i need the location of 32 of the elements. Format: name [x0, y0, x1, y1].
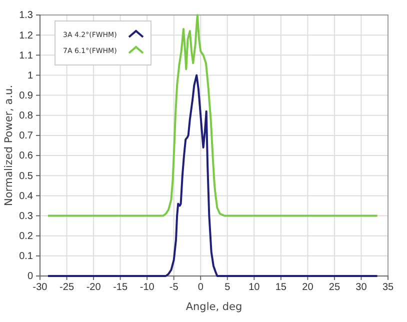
line-series — [47, 74, 378, 277]
y-tick-label: 0.8 — [19, 110, 34, 122]
x-tick-label: 35 — [382, 282, 394, 294]
x-tick-label: -10 — [140, 282, 155, 294]
x-tick-label: -15 — [113, 282, 128, 294]
y-tick-label: 0.5 — [19, 170, 34, 182]
x-tick-label: -5 — [169, 282, 179, 294]
x-tick-label: -30 — [32, 282, 48, 294]
x-tick-label: 0 — [198, 282, 204, 294]
x-tick-label: 20 — [302, 282, 314, 294]
y-tick-label: 1.1 — [19, 50, 34, 62]
x-tick-label: 25 — [328, 282, 340, 294]
y-tick-label: 0.7 — [19, 130, 34, 142]
y-tick-label: 1.3 — [19, 10, 34, 22]
y-tick-label: 1 — [27, 70, 34, 82]
y-tick-label: 0.2 — [19, 231, 34, 242]
y-tick-label: 0.6 — [19, 150, 34, 162]
y-tick-label: 0.3 — [19, 210, 34, 222]
y-axis-title: Normalized Power, a.u. — [3, 84, 15, 206]
x-tick-label: 5 — [224, 282, 231, 294]
x-axis-title: Angle, deg — [186, 301, 242, 313]
y-tick-label: 1.2 — [19, 30, 34, 42]
x-tick-label: -25 — [60, 282, 74, 294]
x-tick-label: 30 — [356, 282, 368, 294]
y-tick-label: 0.9 — [19, 90, 34, 102]
y-tick-label: 0.4 — [19, 190, 34, 202]
x-tick-label: -20 — [86, 282, 102, 294]
y-tick-label: 0.1 — [19, 251, 34, 262]
y-tick-label: 0 — [27, 271, 34, 282]
x-tick-label: 10 — [248, 282, 260, 294]
line-series — [47, 14, 378, 217]
x-tick-label: 15 — [275, 282, 287, 294]
